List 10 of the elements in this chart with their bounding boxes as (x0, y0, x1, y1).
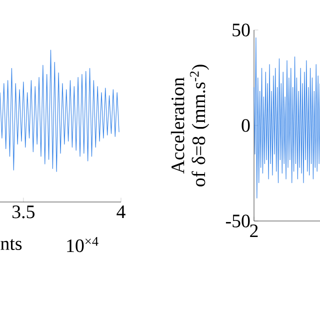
text: 10$^{×4}$ (67, 236, 98, 252)
x-tick-label: 4 (116, 206, 126, 218)
y-tick-label: 50 (232, 24, 250, 36)
y-axis-title: Acceleration of δ=8 (mm.s$^{-2}$) (170, 64, 210, 186)
y-tick-label: 0 (242, 119, 250, 132)
y-tick-label: -50 (226, 214, 250, 228)
line-series (254, 37, 320, 198)
x-tick-label: 2 (250, 224, 258, 238)
x-tick-label: 3.5 (12, 206, 35, 218)
x-axis-title: nts (0, 239, 22, 250)
